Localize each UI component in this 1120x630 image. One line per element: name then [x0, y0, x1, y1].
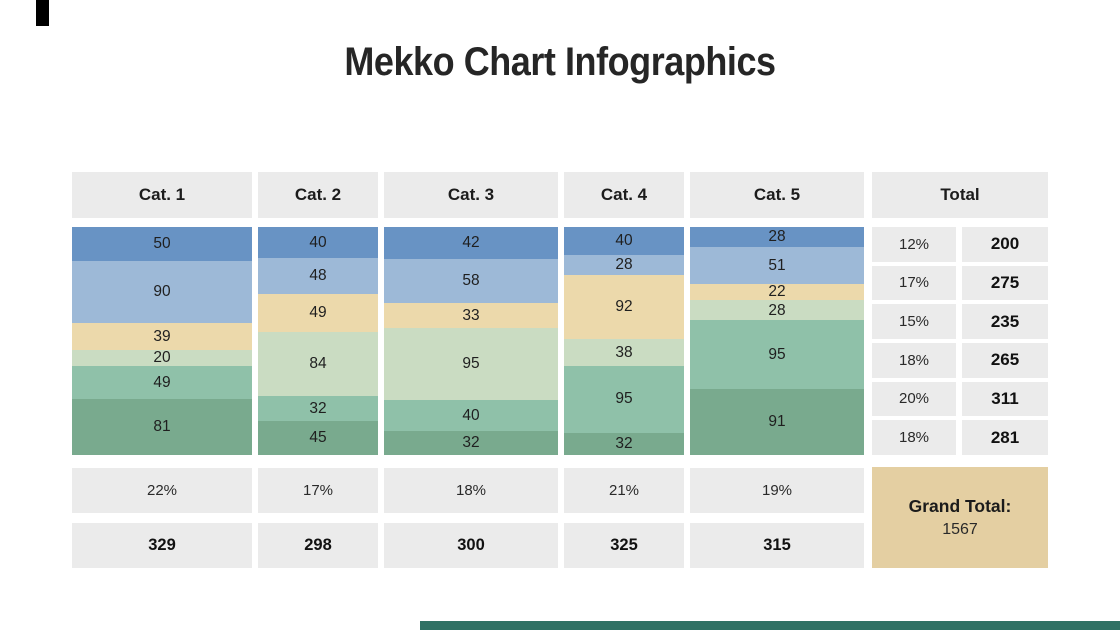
bar-segment: 40	[564, 227, 684, 256]
bar-segment: 49	[72, 365, 252, 400]
bar-column-4: 40 28 92 38 95 32	[564, 227, 684, 455]
bar-segment: 51	[690, 247, 864, 285]
row-total: 265	[962, 343, 1048, 378]
grand-total-value: 1567	[942, 521, 978, 538]
bar-segment: 84	[258, 331, 378, 397]
row-percent: 18%	[872, 343, 956, 378]
column-header-1: Cat. 1	[72, 172, 252, 218]
column-total-5: 315	[690, 523, 864, 568]
column-header-4: Cat. 4	[564, 172, 684, 218]
mekko-chart: Cat. 1 Cat. 2 Cat. 3 Cat. 4 Cat. 5 Total 50 90 3…	[72, 172, 1048, 568]
bar-column-5: 28 51 22 28 95 91	[690, 227, 864, 456]
bar-segment: 40	[384, 400, 558, 431]
bar-segment: 49	[258, 294, 378, 332]
row-total-stack: 200 275 235 265 311 281	[962, 227, 1048, 455]
column-total-2: 298	[258, 523, 378, 568]
row-percent: 20%	[872, 381, 956, 417]
row-total: 311	[962, 381, 1048, 417]
bar-column-1: 50 90 39 20 49 81	[72, 227, 252, 455]
bar-segment: 92	[564, 274, 684, 340]
column-percent-2: 17%	[258, 468, 378, 513]
column-total-3: 300	[384, 523, 558, 568]
bar-segment: 91	[690, 389, 864, 456]
grand-total-box: Grand Total: 1567	[872, 467, 1048, 568]
row-percent: 18%	[872, 420, 956, 455]
column-total-1: 329	[72, 523, 252, 568]
bar-segment: 50	[72, 227, 252, 262]
row-percent: 12%	[872, 227, 956, 262]
bottom-accent-bar	[420, 621, 1120, 630]
column-percent-4: 21%	[564, 468, 684, 513]
column-percent-5: 19%	[690, 468, 864, 513]
total-column-header: Total	[872, 172, 1048, 218]
bar-column-2: 40 48 49 84 32 45	[258, 227, 378, 455]
bar-segment: 32	[384, 430, 558, 455]
bar-segment: 95	[384, 328, 558, 401]
column-total-4: 325	[564, 523, 684, 568]
bar-segment: 28	[564, 255, 684, 275]
row-total: 281	[962, 420, 1048, 455]
column-header-3: Cat. 3	[384, 172, 558, 218]
column-percent-1: 22%	[72, 468, 252, 513]
bar-segment: 42	[384, 227, 558, 259]
bar-segment: 58	[384, 258, 558, 303]
bar-segment: 48	[258, 257, 378, 295]
grand-total-label: Grand Total:	[908, 496, 1012, 516]
bar-segment: 33	[384, 303, 558, 329]
bar-segment: 45	[258, 420, 378, 455]
bar-segment: 20	[72, 349, 252, 366]
bar-segment: 28	[690, 300, 864, 321]
page-title: Mekko Chart Infographics	[344, 40, 776, 84]
bar-segment: 28	[690, 227, 864, 248]
bar-segment: 39	[72, 323, 252, 350]
bar-column-3: 42 58 33 95 40 32	[384, 227, 558, 455]
bar-segment: 40	[258, 227, 378, 258]
bar-segment: 32	[258, 396, 378, 421]
bar-segment: 90	[72, 261, 252, 324]
corner-accent-bar	[36, 0, 49, 26]
bar-segment: 95	[690, 320, 864, 390]
column-percent-3: 18%	[384, 468, 558, 513]
bar-segment: 95	[564, 365, 684, 433]
row-percent-stack: 12% 17% 15% 18% 20% 18%	[872, 227, 956, 455]
row-percent: 17%	[872, 265, 956, 301]
row-total: 200	[962, 227, 1048, 262]
row-total: 235	[962, 304, 1048, 339]
bar-segment: 38	[564, 339, 684, 366]
bar-segment: 32	[564, 432, 684, 455]
column-header-5: Cat. 5	[690, 172, 864, 218]
column-header-2: Cat. 2	[258, 172, 378, 218]
row-percent: 15%	[872, 304, 956, 339]
bar-segment: 81	[72, 399, 252, 455]
bar-segment: 22	[690, 284, 864, 301]
row-total: 275	[962, 265, 1048, 301]
